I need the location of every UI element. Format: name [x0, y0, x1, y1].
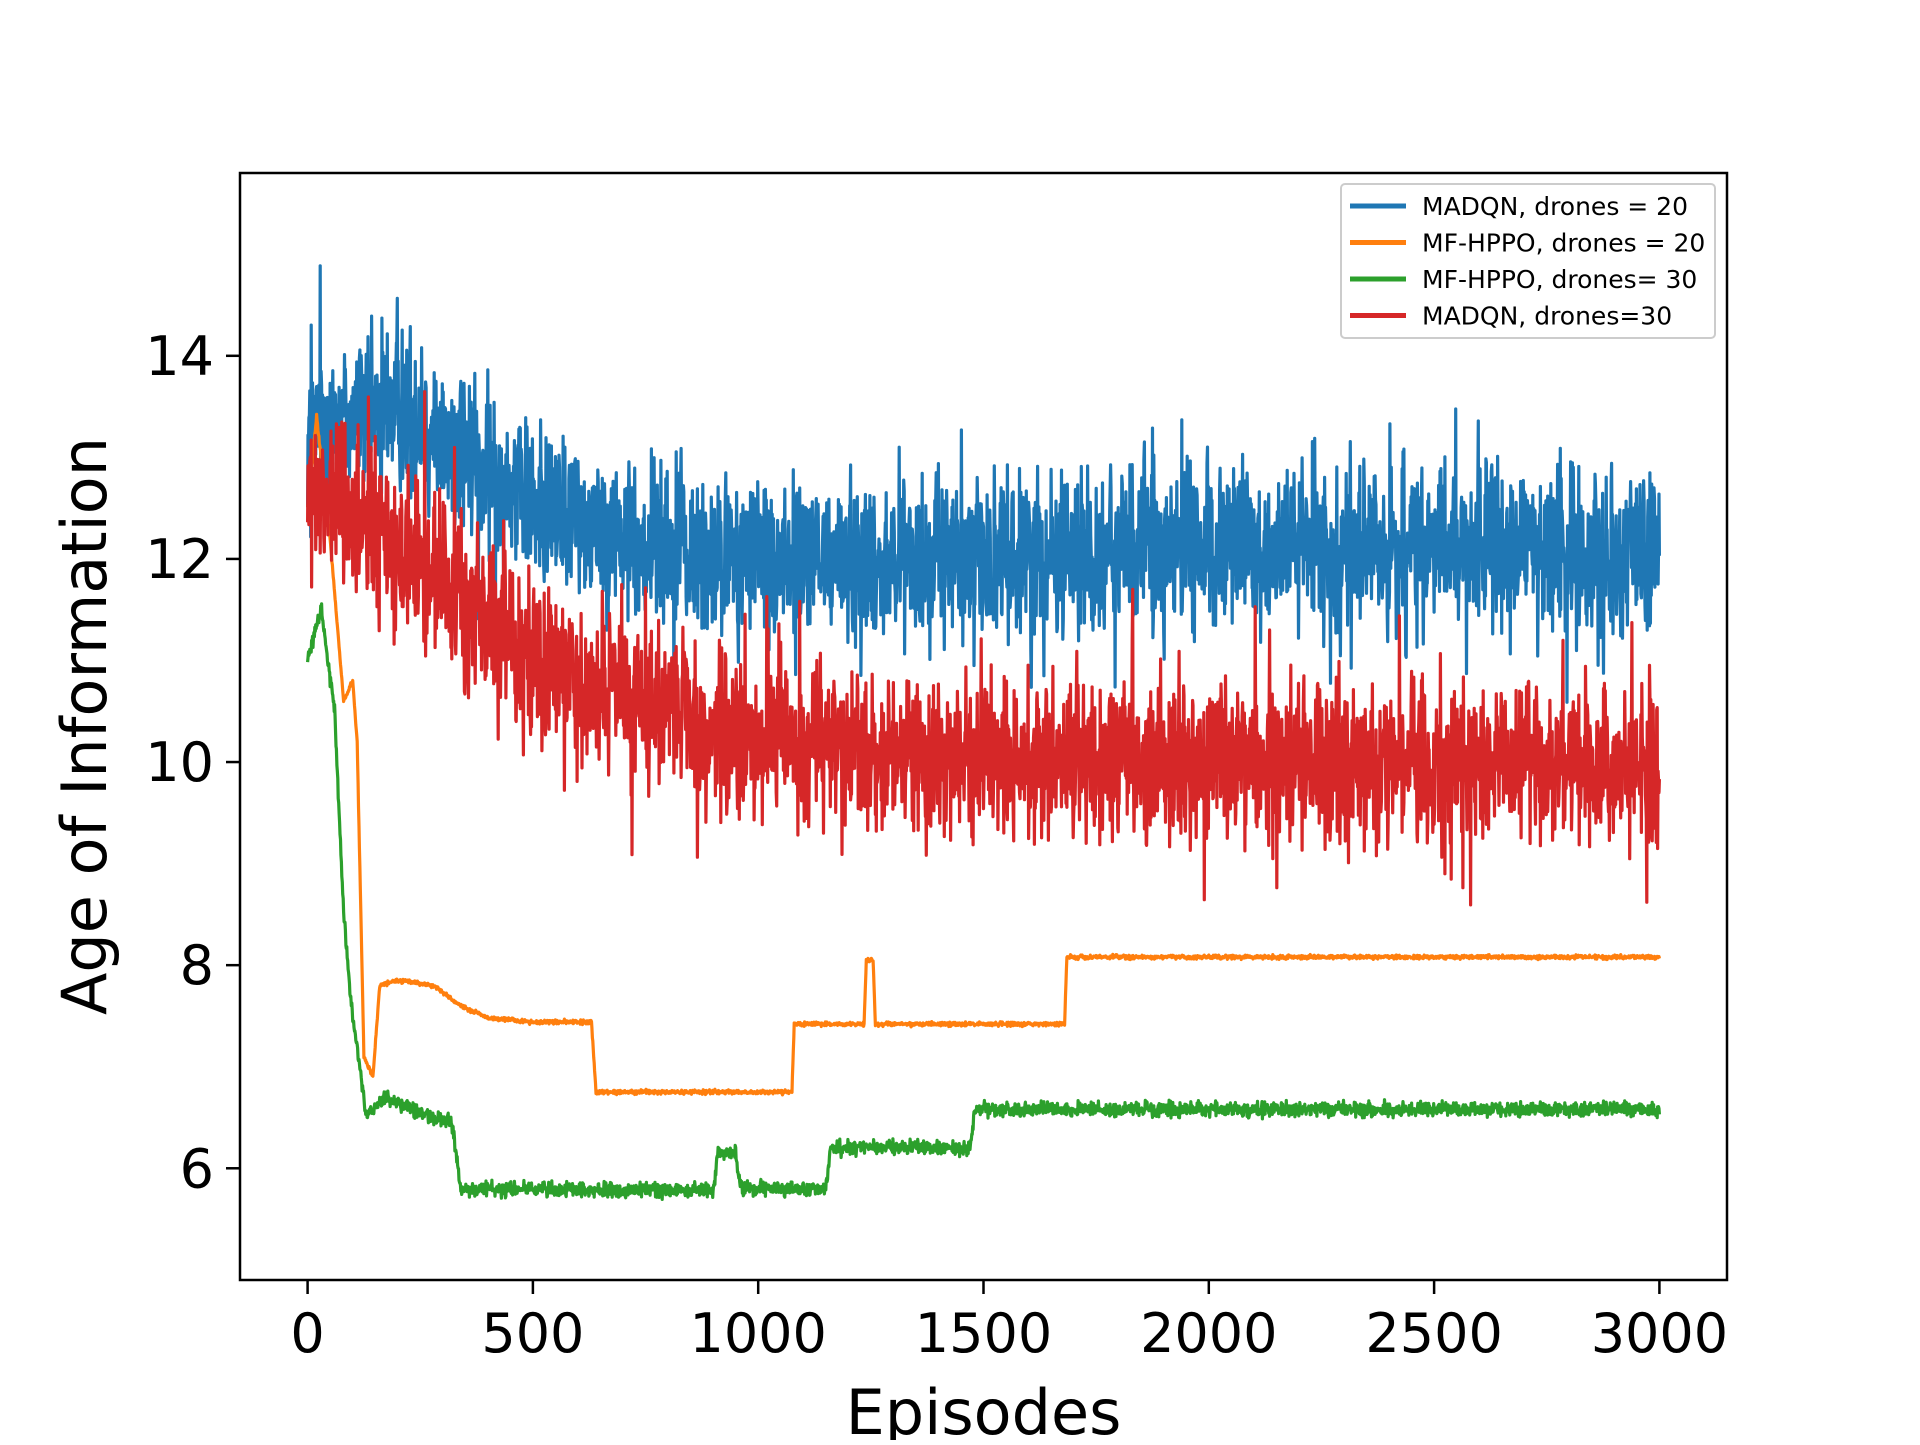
legend-label: MF-HPPO, drones= 30 — [1422, 265, 1697, 294]
y-tick-label: 8 — [180, 934, 214, 997]
x-tick-label: 2500 — [1365, 1302, 1502, 1365]
x-axis-ticks: 0 500 1000 1500 2000 2500 3000 — [290, 1280, 1728, 1365]
x-tick-label: 0 — [290, 1302, 324, 1365]
legend-label: MF-HPPO, drones = 20 — [1422, 229, 1705, 258]
series-line — [306, 602, 1661, 1202]
y-tick-label: 12 — [145, 528, 214, 591]
series-line — [306, 390, 1661, 907]
y-axis-label: Age of Information — [48, 437, 121, 1015]
x-tick-label: 2000 — [1140, 1302, 1277, 1365]
x-tick-label: 1000 — [689, 1302, 826, 1365]
x-tick-label: 1500 — [915, 1302, 1052, 1365]
x-tick-label: 3000 — [1591, 1302, 1728, 1365]
series-line — [306, 264, 1661, 714]
y-tick-label: 14 — [145, 325, 214, 388]
legend-frame — [1340, 183, 1716, 339]
legend-label: MADQN, drones=30 — [1422, 302, 1672, 331]
y-tick-label: 6 — [180, 1137, 214, 1200]
x-tick-label: 500 — [481, 1302, 584, 1365]
y-tick-label: 10 — [145, 731, 214, 794]
x-axis-label: Episodes — [846, 1376, 1122, 1440]
series-line — [306, 412, 1661, 1097]
legend-label: MADQN, drones = 20 — [1422, 192, 1688, 221]
y-axis-ticks: 6 8 10 12 14 — [145, 325, 240, 1200]
legend: MADQN, drones = 20 MF-HPPO, drones = 20 MF… — [1340, 183, 1716, 339]
series-layer — [306, 264, 1661, 1202]
